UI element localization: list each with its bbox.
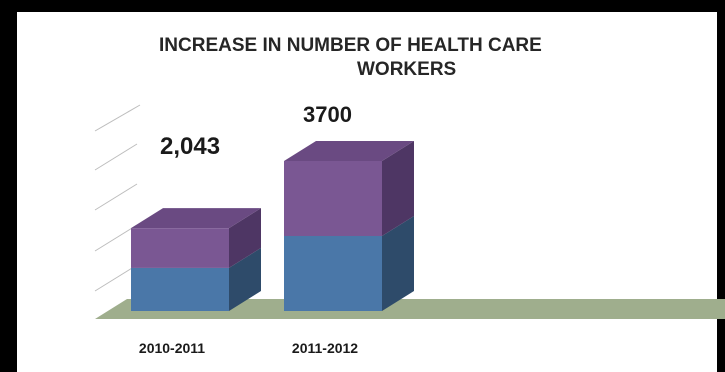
bar-upper-front [284,161,382,236]
bar-upper-side [229,208,261,268]
bar-upper-front [131,228,229,268]
grid-line [94,264,138,292]
bar-lower-front [284,236,382,311]
data-label: 3700 [303,102,352,127]
chart-floor [95,299,725,319]
bar-top [284,141,414,161]
bar-lower-side [382,216,414,311]
data-label: 2,043 [160,133,220,160]
chart-title-line2: WORKERS [357,59,457,80]
grid-line [94,104,141,132]
grid-line [94,143,138,171]
bar-top [131,208,261,229]
category-label: 2011-2012 [292,340,358,356]
bar-upper-side [382,141,414,236]
grid-line [94,224,138,252]
bar-lower-side [229,247,261,311]
grid-line [94,183,138,211]
bar-lower-front [131,267,229,311]
category-label: 2010-2011 [139,340,205,356]
chart-title-line1: INCREASE IN NUMBER OF HEALTH CARE [159,35,542,56]
